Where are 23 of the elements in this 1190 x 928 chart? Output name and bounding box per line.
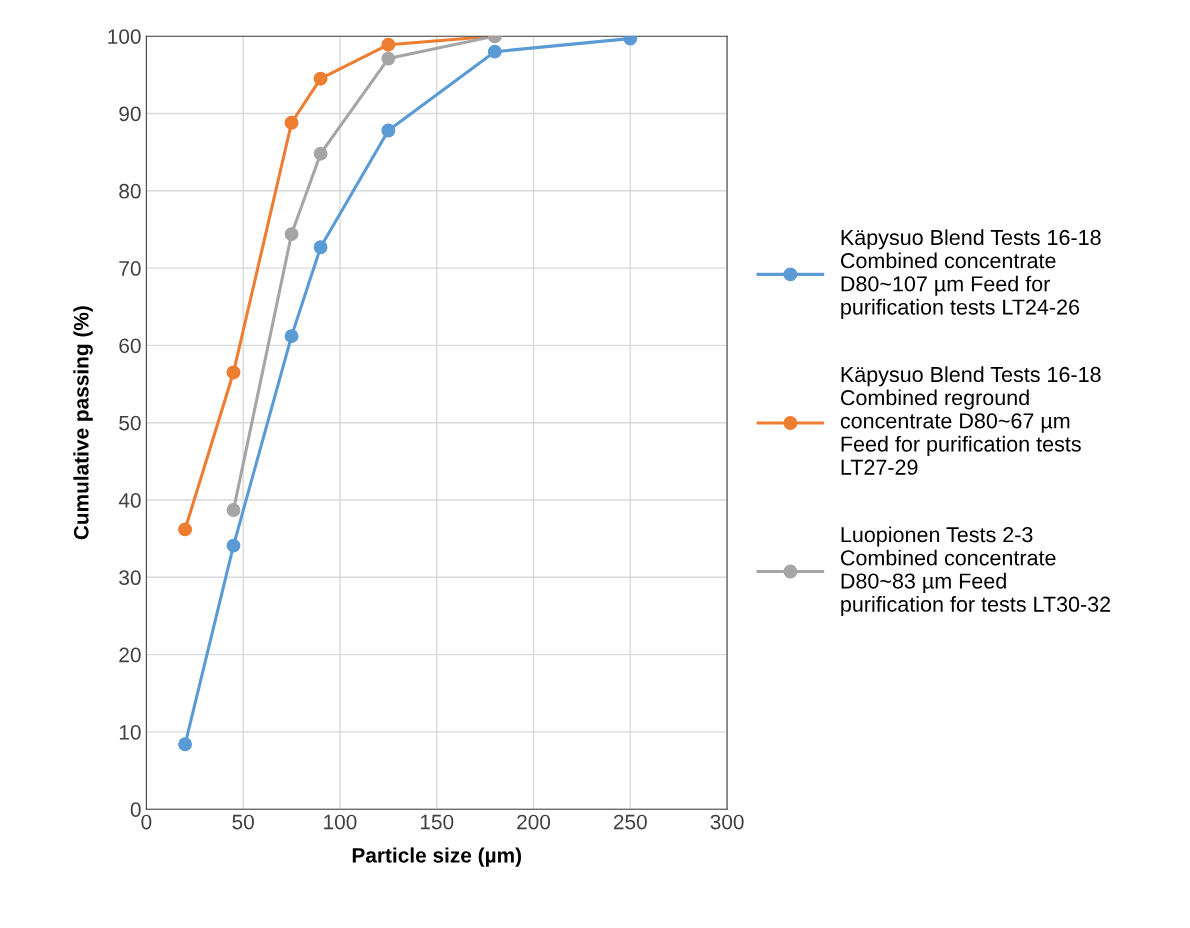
y-tick-label: 80 bbox=[119, 183, 141, 199]
legend-label: Käpysuo Blend Tests 16-18 Combined concentrate D80~107 µm Feed for purification tests LT24-26 bbox=[840, 229, 1101, 319]
y-tick-label: 20 bbox=[119, 647, 141, 663]
legend-label: Luopionen Tests 2-3 Combined concentrate D80~83 µm Feed purification for tests LT30-32 bbox=[840, 526, 1111, 617]
x-axis-title: Particle size (µm) bbox=[352, 847, 522, 867]
x-tick-label: 250 bbox=[613, 814, 647, 830]
y-tick-label: 100 bbox=[108, 29, 141, 44]
y-axis-title: Cumulative passing (%) bbox=[73, 306, 93, 540]
x-tick-label: 0 bbox=[141, 814, 152, 830]
legend-label: Käpysuo Blend Tests 16-18 Combined reground concentrate D80~67 µm Feed for purification tests LT27-29 bbox=[840, 366, 1101, 475]
y-tick-label: 90 bbox=[119, 106, 141, 122]
x-tick-label: 300 bbox=[710, 814, 744, 830]
x-tick-label: 50 bbox=[232, 814, 254, 830]
y-tick-label: 50 bbox=[119, 415, 141, 431]
y-tick-label: 70 bbox=[119, 261, 141, 276]
y-tick-label: 10 bbox=[119, 724, 141, 740]
y-tick-label: 60 bbox=[119, 338, 141, 354]
x-tick-label: 100 bbox=[324, 814, 357, 830]
y-tick-label: 40 bbox=[118, 493, 141, 508]
x-tick-label: 200 bbox=[517, 814, 551, 830]
x-tick-label: 150 bbox=[420, 814, 454, 830]
y-tick-label: 30 bbox=[119, 570, 141, 586]
y-tick-label: 0 bbox=[130, 802, 141, 817]
